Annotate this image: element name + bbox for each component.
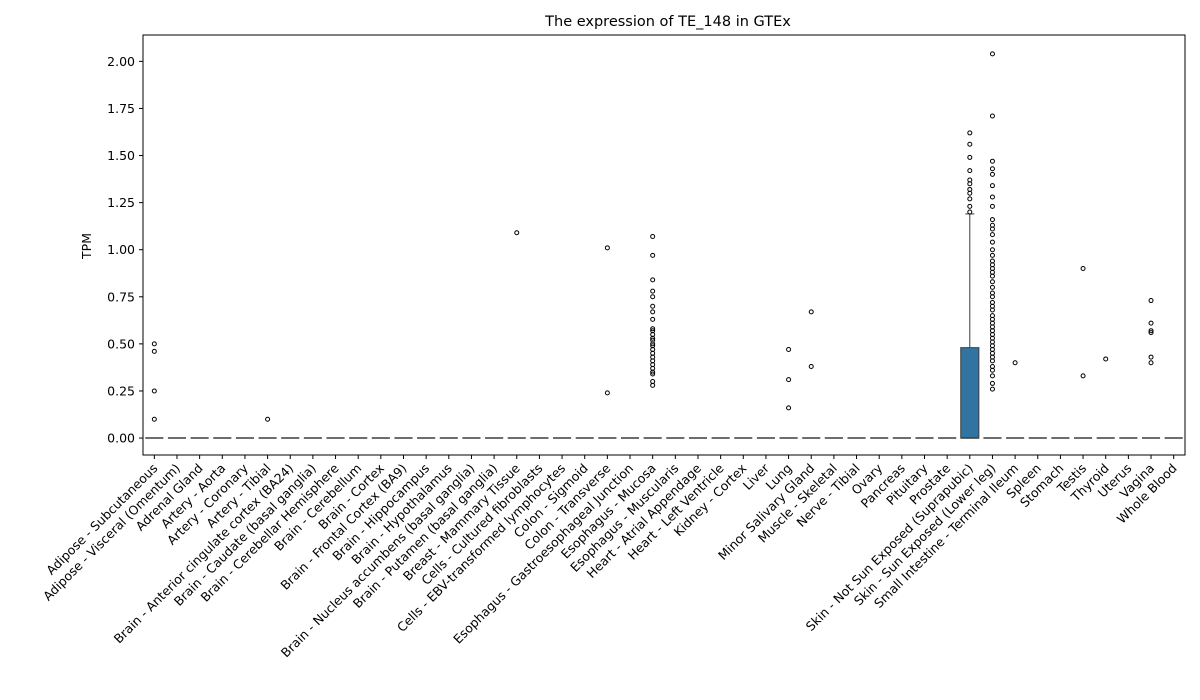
outlier-point — [808, 309, 814, 315]
outlier-point — [1148, 354, 1154, 360]
outlier-point — [786, 405, 792, 411]
outlier-point — [786, 377, 792, 383]
outlier-point — [967, 154, 973, 160]
outlier-point — [989, 239, 995, 245]
plot-area: 0.00 0.25 0.50 0.75 1.00 1.25 1.50 1.75 2.00 Adip… — [40, 34, 1186, 660]
outlier-point — [989, 113, 995, 119]
outlier-point — [650, 309, 656, 315]
y-tick-label: 1.50 — [107, 148, 135, 163]
outlier-point — [967, 130, 973, 136]
y-axis-label: TPM — [79, 233, 94, 260]
outlier-point — [989, 171, 995, 177]
outlier-point — [967, 209, 973, 215]
outlier-point — [265, 416, 271, 422]
x-tick-label: Adipose - Visceral (Omentum) — [40, 461, 183, 604]
outlier-point — [989, 203, 995, 209]
outlier-point — [989, 252, 995, 258]
outlier-point — [989, 299, 995, 305]
y-tick-label: 2.00 — [107, 54, 135, 69]
outlier-point — [989, 194, 995, 200]
outlier-point — [989, 247, 995, 253]
outlier-point — [650, 343, 656, 349]
outlier-point — [1080, 373, 1086, 379]
outlier-point — [989, 386, 995, 392]
outlier-point — [989, 380, 995, 386]
outlier-point — [650, 234, 656, 240]
outlier-point — [989, 51, 995, 57]
outlier-point — [967, 177, 973, 183]
box — [960, 347, 980, 439]
outlier-point — [967, 203, 973, 209]
outlier-point — [967, 186, 973, 192]
outlier-point — [989, 166, 995, 172]
outlier-point — [514, 230, 520, 236]
outlier-point — [989, 258, 995, 264]
outlier-point — [808, 363, 814, 369]
outlier-point — [989, 183, 995, 189]
y-tick-label: 0.25 — [107, 383, 135, 398]
outlier-point — [1080, 266, 1086, 272]
y-tick-label: 0.75 — [107, 289, 135, 304]
plot-frame — [142, 34, 1186, 456]
outlier-point — [1148, 328, 1154, 334]
outlier-point — [604, 245, 610, 251]
outlier-point — [989, 290, 995, 296]
y-tick-label: 0.00 — [107, 431, 135, 446]
y-tick-label: 1.25 — [107, 195, 135, 210]
outlier-point — [151, 348, 157, 354]
outlier-point — [786, 347, 792, 353]
outlier-point — [650, 252, 656, 258]
outlier-point — [650, 337, 656, 343]
outlier-point — [650, 277, 656, 283]
outlier-point — [989, 284, 995, 290]
outlier-point — [967, 168, 973, 174]
outlier-point — [650, 379, 656, 385]
outlier-point — [989, 217, 995, 223]
outlier-point — [1148, 298, 1154, 304]
outlier-point — [650, 326, 656, 332]
outlier-point — [650, 316, 656, 322]
outlier-point — [650, 303, 656, 309]
y-tick-label: 0.50 — [107, 336, 135, 351]
outlier-point — [151, 388, 157, 394]
outlier-point — [151, 341, 157, 347]
outlier-point — [650, 288, 656, 294]
outlier-point — [989, 279, 995, 285]
outlier-point — [650, 294, 656, 300]
outlier-point — [967, 141, 973, 147]
outlier-point — [1103, 356, 1109, 362]
y-tick-label: 1.00 — [107, 242, 135, 257]
outlier-point — [967, 196, 973, 202]
outlier-point — [989, 363, 995, 369]
outlier-point — [1148, 360, 1154, 366]
outlier-point — [989, 313, 995, 319]
outlier-point — [1012, 360, 1018, 366]
outlier-point — [989, 222, 995, 228]
y-tick-label: 1.75 — [107, 101, 135, 116]
outlier-point — [1148, 330, 1154, 336]
outlier-point — [989, 373, 995, 379]
outlier-point — [151, 416, 157, 422]
outlier-point — [604, 390, 610, 396]
outlier-point — [989, 158, 995, 164]
outlier-point — [1148, 320, 1154, 326]
outlier-point — [650, 371, 656, 377]
outlier-point — [989, 232, 995, 238]
outlier-point — [650, 328, 656, 334]
chart-title: The expression of TE_148 in GTEx — [544, 14, 791, 30]
